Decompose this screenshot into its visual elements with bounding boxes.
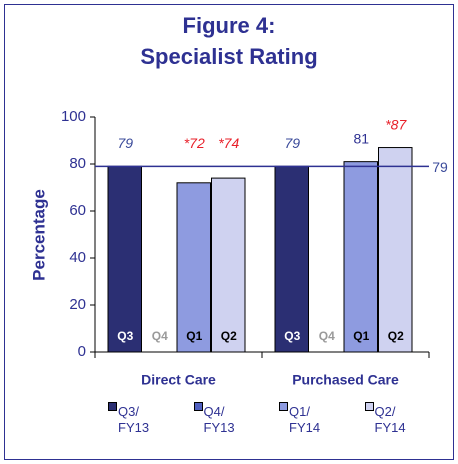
chart-title: Figure 4: <box>183 13 276 38</box>
legend-label: Q4/ FY13 <box>203 404 235 435</box>
bar-series-label: Q1 <box>353 329 369 343</box>
bar <box>378 147 413 353</box>
bar <box>274 165 309 353</box>
bar-series-label: Q1 <box>186 329 202 343</box>
x-category-label: Direct Care <box>141 372 216 388</box>
bar-series-label: Q3 <box>284 329 300 343</box>
y-tick-label: 20 <box>69 296 86 313</box>
value-label: 81 <box>353 130 369 146</box>
bar-series-label: Q4 <box>319 329 335 343</box>
y-tick-label: 60 <box>69 202 86 219</box>
bar <box>211 177 246 353</box>
value-label: *74 <box>218 135 239 151</box>
legend-label: Q3/ FY13 <box>118 404 150 435</box>
bar-series-label: Q4 <box>152 329 168 343</box>
value-label: 79 <box>117 135 133 151</box>
bar <box>176 182 211 353</box>
y-axis-label: Percentage <box>29 189 48 281</box>
y-tick-label: 40 <box>69 249 86 266</box>
legend-label: Q1/ FY14 <box>289 404 321 435</box>
bar <box>343 161 378 353</box>
reference-label: 79 <box>432 159 448 175</box>
bar <box>107 165 142 353</box>
y-tick-label: 0 <box>78 343 86 360</box>
legend-swatch <box>364 402 374 411</box>
x-category-label: Purchased Care <box>292 372 399 388</box>
value-label: 79 <box>284 135 300 151</box>
value-label: *87 <box>385 116 407 132</box>
legend-swatch <box>193 402 203 411</box>
legend-label: Q2/ FY14 <box>374 404 406 435</box>
value-label: *72 <box>184 135 205 151</box>
bar-series-label: Q3 <box>117 329 133 343</box>
legend-swatch <box>279 402 288 411</box>
chart-title: Specialist Rating <box>140 44 317 69</box>
bar-series-label: Q2 <box>388 329 404 343</box>
y-tick-label: 80 <box>69 155 86 172</box>
bar-series-label: Q2 <box>221 329 237 343</box>
y-tick-label: 100 <box>61 108 86 125</box>
legend-swatch <box>108 402 117 411</box>
